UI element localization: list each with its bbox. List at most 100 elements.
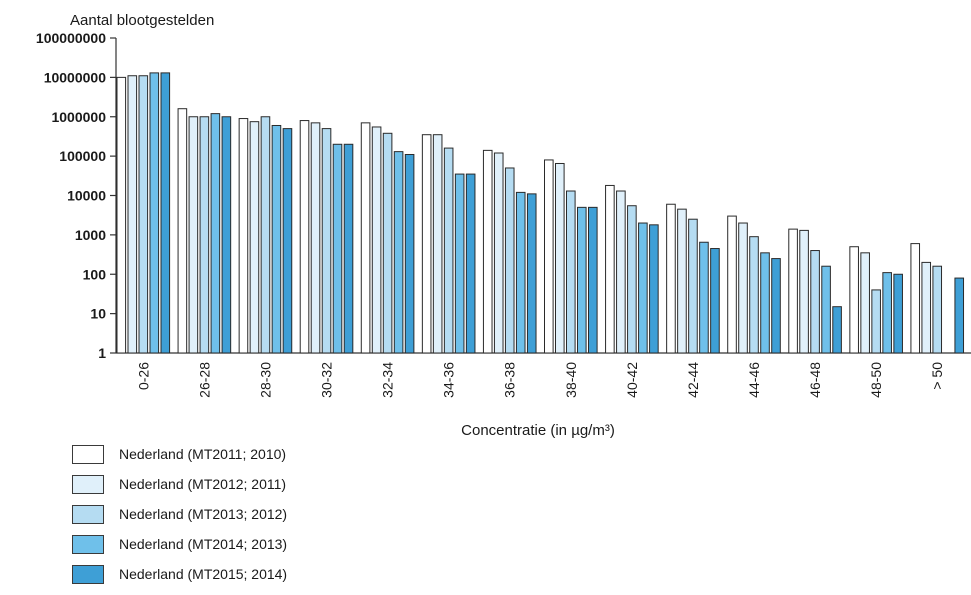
- x-tick-label: 0-26: [135, 362, 151, 390]
- bar: [360, 122, 371, 354]
- x-axis-title: Concentratie (in µg/m³): [461, 422, 615, 439]
- bar: [321, 128, 332, 354]
- x-tick-label: 32-34: [380, 362, 396, 398]
- bar: [738, 222, 748, 354]
- x-tick-label: 38-40: [563, 362, 579, 398]
- bar: [627, 205, 637, 354]
- bar: [421, 134, 432, 354]
- bar: [871, 289, 881, 354]
- bar-chart: Aantal blootgestelden Concentratie (in µ…: [36, 12, 971, 439]
- x-tick-label: 36-38: [502, 362, 518, 398]
- legend-swatch: [72, 565, 104, 584]
- bar: [526, 193, 537, 354]
- bar: [116, 76, 127, 354]
- bar: [860, 252, 870, 354]
- x-tick-label: 42-44: [685, 362, 701, 398]
- bar: [221, 116, 232, 354]
- bar: [465, 173, 476, 354]
- x-tick-label: 48-50: [868, 362, 884, 398]
- bar: [177, 108, 188, 354]
- bar: [260, 116, 271, 354]
- y-tick-label: 1: [98, 345, 106, 361]
- bar: [771, 258, 781, 354]
- bar: [382, 132, 393, 354]
- bar: [310, 122, 321, 354]
- y-tick-label: 100000000: [36, 30, 106, 46]
- y-tick-label: 100000: [59, 148, 106, 164]
- bar: [932, 265, 943, 354]
- bar: [616, 190, 626, 354]
- bar: [404, 153, 415, 354]
- bar: [727, 215, 737, 354]
- y-axis-ticks: 1 10 100 1000 10000 100000 1000000 10000000 1000…: [36, 30, 116, 361]
- bar: [188, 116, 199, 354]
- y-axis-title: Aantal blootgestelden: [70, 12, 214, 29]
- x-tick-label: 46-48: [807, 362, 823, 398]
- bar: [504, 167, 515, 354]
- x-tick-label: > 50: [929, 362, 945, 390]
- y-tick-label: 1000000: [51, 109, 106, 125]
- legend-swatch: [72, 445, 104, 464]
- legend-label: Nederland (MT2012; 2011): [119, 476, 287, 492]
- bar: [760, 252, 770, 354]
- bar: [954, 277, 965, 354]
- bar: [282, 128, 293, 354]
- x-tick-label: 44-46: [746, 362, 762, 398]
- y-tick-label: 100: [83, 266, 107, 282]
- bar: [849, 246, 859, 354]
- bar: [160, 72, 171, 354]
- bar: [588, 206, 598, 354]
- bar: [393, 151, 404, 354]
- y-tick-label: 10: [90, 306, 106, 322]
- bar: [832, 306, 842, 354]
- bar: [138, 75, 149, 354]
- bar: [127, 75, 138, 354]
- bar: [271, 124, 282, 354]
- bar: [332, 143, 343, 354]
- bar: [677, 208, 687, 354]
- bar: [921, 261, 932, 354]
- bar: [210, 113, 221, 354]
- bar: [199, 116, 210, 354]
- y-tick-label: 10000000: [44, 69, 107, 85]
- legend-swatch: [72, 535, 104, 554]
- bar: [710, 248, 720, 354]
- bar: [749, 236, 759, 354]
- bar: [454, 173, 465, 354]
- legend-label: Nederland (MT2013; 2012): [119, 506, 288, 522]
- x-tick-label: 40-42: [624, 362, 640, 398]
- x-axis-ticks: 0-26 26-28 28-30 30-32 32-34 34-36 36-38 38-40 4…: [135, 362, 945, 398]
- x-tick-label: 26-28: [196, 362, 212, 398]
- bar: [544, 159, 554, 354]
- bar: [649, 224, 659, 354]
- legend-label: Nederland (MT2015; 2014): [119, 566, 288, 582]
- bar: [688, 218, 698, 354]
- bar: [432, 134, 443, 354]
- bar: [482, 149, 493, 354]
- bar: [555, 162, 565, 354]
- x-tick-label: 34-36: [441, 362, 457, 398]
- x-tick-label: 30-32: [319, 362, 335, 398]
- bar: [515, 191, 526, 354]
- bars-group: [116, 72, 965, 354]
- legend-label: Nederland (MT2011; 2010): [119, 446, 287, 462]
- bar: [788, 228, 798, 354]
- bar: [605, 184, 615, 354]
- legend-label: Nederland (MT2014; 2013): [119, 536, 288, 552]
- bar: [821, 265, 831, 354]
- bar: [443, 147, 454, 354]
- bar: [493, 152, 504, 354]
- bar: [343, 143, 354, 354]
- bar: [666, 203, 676, 354]
- legend-swatch: [72, 475, 104, 494]
- x-tick-label: 28-30: [257, 362, 273, 398]
- y-tick-label: 1000: [75, 227, 106, 243]
- legend-swatch: [72, 505, 104, 524]
- bar: [810, 250, 820, 354]
- bar: [577, 206, 587, 354]
- bar: [910, 243, 921, 354]
- bar: [149, 72, 160, 354]
- bar: [882, 272, 892, 354]
- y-tick-label: 10000: [67, 188, 106, 204]
- bar: [799, 229, 809, 354]
